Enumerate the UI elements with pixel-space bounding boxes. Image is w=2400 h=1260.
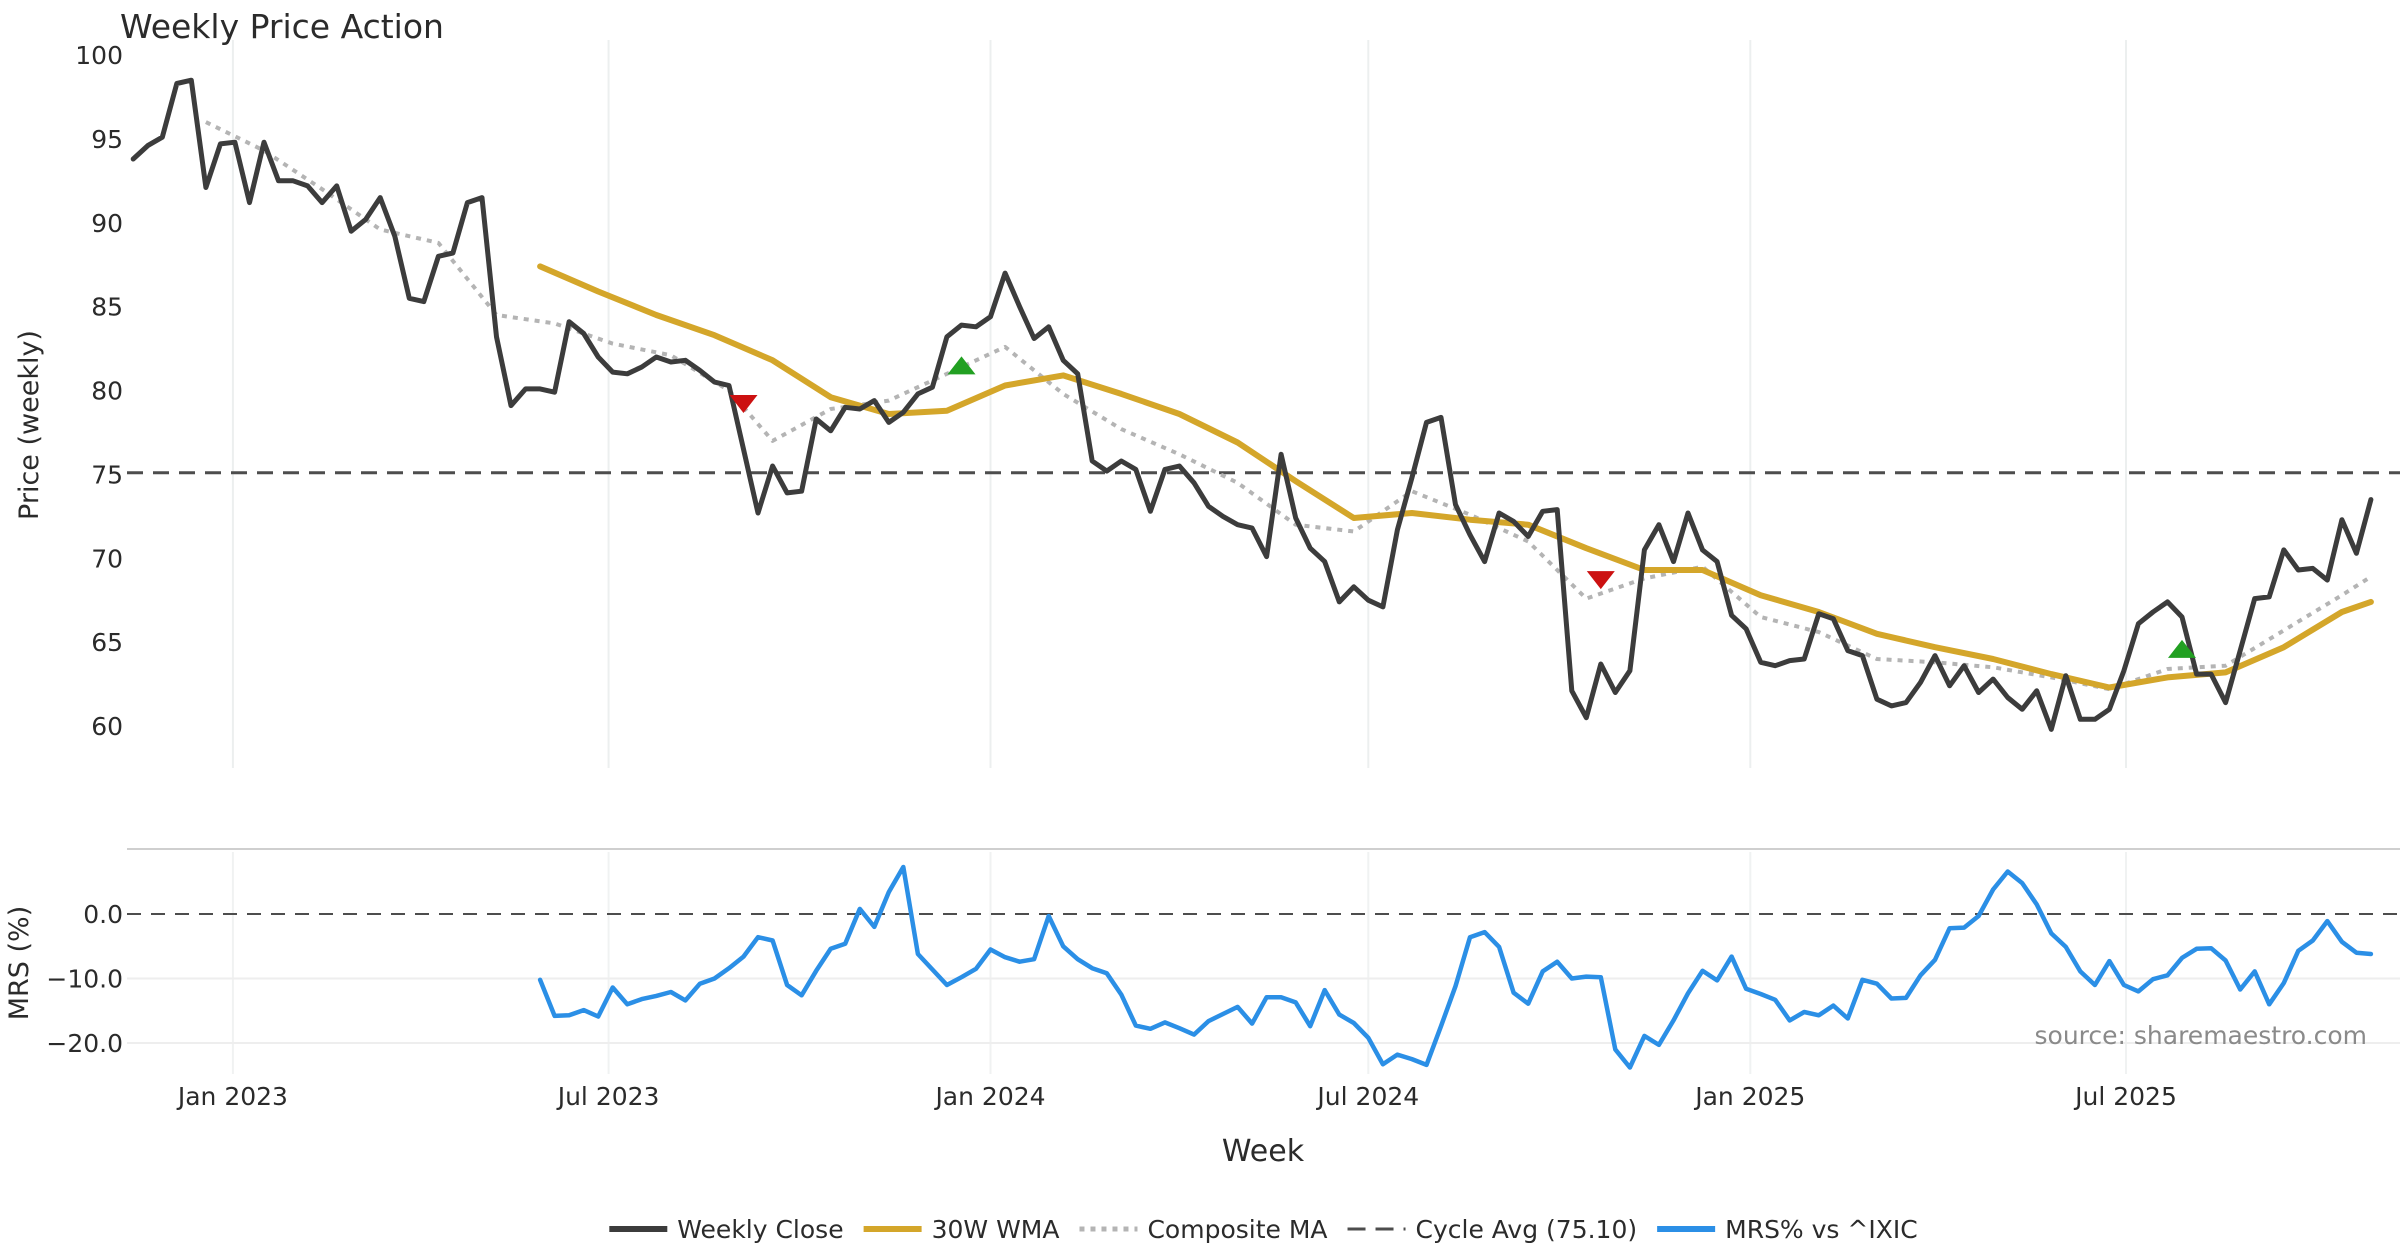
price-y-tick-label: 75 xyxy=(91,460,123,489)
mrs-y-tick-label: −10.0 xyxy=(46,965,123,994)
price-y-axis-label: Price (weekly) xyxy=(14,330,45,520)
sell-signal-marker xyxy=(729,395,758,413)
x-tick-label: Jan 2023 xyxy=(176,1082,288,1111)
source-note: source: sharemaestro.com xyxy=(2035,1021,2368,1050)
mrs-y-axis-label: MRS (%) xyxy=(4,906,35,1021)
series-line-weekly-close xyxy=(130,77,2374,732)
legend-item-composite-ma: Composite MA xyxy=(1079,1215,1328,1244)
mrs-series xyxy=(537,864,2374,1070)
mrs-y-tick-label: 0.0 xyxy=(83,900,123,929)
series-line-30w-wma xyxy=(537,263,2374,691)
price-y-tick-label: 80 xyxy=(91,377,123,406)
price-y-tick-label: 90 xyxy=(91,209,123,238)
legend-label: 30W WMA xyxy=(932,1215,1060,1244)
series-line-composite-ma xyxy=(205,120,2372,692)
x-axis-label: Week xyxy=(1222,1134,1305,1169)
price-series xyxy=(130,77,2374,732)
x-ticks: Jan 2023 Jul 2023 Jan 2024 Jul 2024 Jan 2025… xyxy=(176,1082,2177,1111)
mrs-y-tick-label: −20.0 xyxy=(46,1029,123,1058)
legend-label: Composite MA xyxy=(1147,1215,1327,1244)
legend-label: Cycle Avg (75.10) xyxy=(1416,1215,1638,1244)
legend: Weekly Close 30W WMA Composite MA Cycle Avg… xyxy=(609,1215,1918,1244)
x-tick-label: Jul 2025 xyxy=(2073,1082,2177,1111)
price-y-tick-label: 70 xyxy=(91,544,123,573)
sell-signal-marker xyxy=(1586,571,1615,590)
buy-signal-marker xyxy=(2168,639,2196,658)
price-panel: 60 65 70 75 80 85 90 95 100 Price (weekly) xyxy=(14,40,2400,768)
legend-label: MRS% vs ^IXIC xyxy=(1725,1215,1918,1244)
mrs-y-ticks: 0.0 −10.0 −20.0 xyxy=(46,900,123,1058)
price-y-ticks: 60 65 70 75 80 85 90 95 100 xyxy=(75,41,123,741)
price-grid xyxy=(231,40,2127,768)
x-tick-label: Jul 2024 xyxy=(1315,1082,1419,1111)
price-y-tick-label: 100 xyxy=(75,41,123,70)
price-y-tick-label: 85 xyxy=(91,293,123,322)
x-tick-label: Jan 2025 xyxy=(1693,1082,1805,1111)
x-tick-label: Jan 2024 xyxy=(933,1082,1045,1111)
price-y-tick-label: 65 xyxy=(91,628,123,657)
chart-title: Weekly Price Action xyxy=(120,7,444,46)
price-y-tick-label: 60 xyxy=(91,712,123,741)
signal-markers xyxy=(729,356,2196,658)
buy-signal-marker xyxy=(947,356,976,375)
legend-label: Weekly Close xyxy=(677,1215,843,1244)
legend-item-mrs-vs-ixic: MRS% vs ^IXIC xyxy=(1657,1215,1918,1244)
mrs-panel: 0.0 −10.0 −20.0 MRS (%) source: sharemaest… xyxy=(4,852,2400,1074)
price-y-tick-label: 95 xyxy=(91,125,123,154)
x-tick-label: Jul 2023 xyxy=(556,1082,660,1111)
legend-item-30w-wma: 30W WMA xyxy=(863,1215,1060,1244)
legend-item-weekly-close: Weekly Close xyxy=(609,1215,844,1244)
mrs-grid xyxy=(127,852,2400,1074)
legend-item-cycle-avg-75-10: Cycle Avg (75.10) xyxy=(1347,1215,1638,1244)
series-line-mrs-vs-ixic xyxy=(537,864,2374,1070)
